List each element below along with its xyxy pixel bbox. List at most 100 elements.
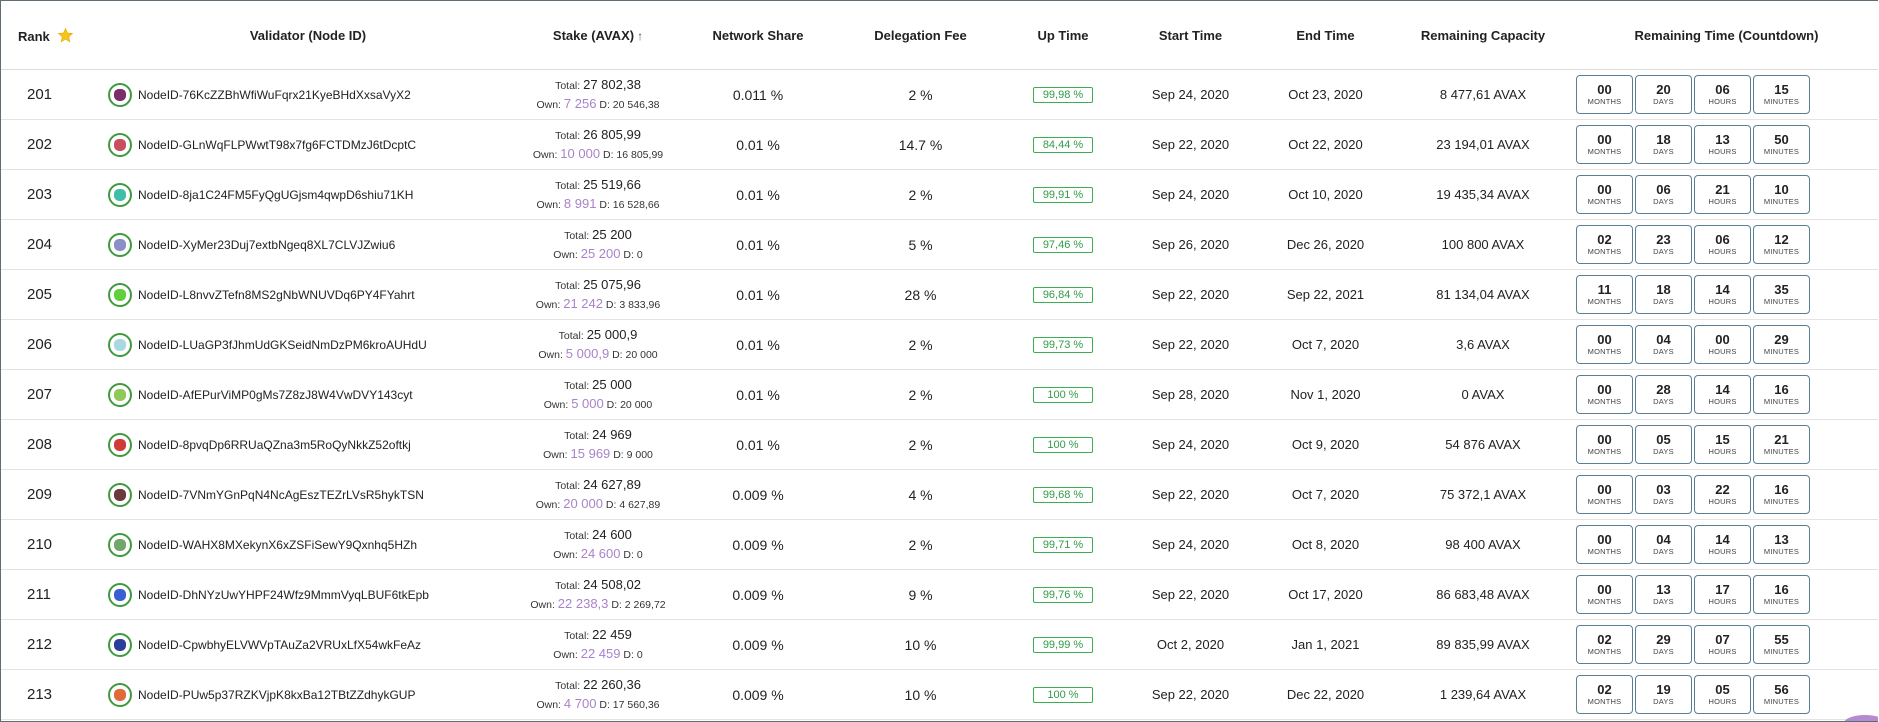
- delegated-label: D:: [612, 348, 623, 361]
- node-id-link[interactable]: NodeID-CpwbhyELVWVpTAuZa2VRUxLfX54wkFeAz: [138, 637, 421, 652]
- end-time-cell: Oct 7, 2020: [1258, 319, 1393, 370]
- start-time-cell: Sep 22, 2020: [1123, 569, 1258, 620]
- countdown-value: 00: [1597, 582, 1612, 597]
- countdown-unit-label: DAYS: [1653, 497, 1674, 506]
- countdown-value: 04: [1656, 532, 1671, 547]
- own-label: Own:: [530, 598, 555, 611]
- validator-cell[interactable]: NodeID-LUaGP3fJhmUdGKSeidNmDzPM6kroAUHdU: [98, 319, 518, 370]
- remaining-time-header[interactable]: Remaining Time (Countdown): [1573, 1, 1878, 70]
- node-id-link[interactable]: NodeID-XyMer23Duj7extbNgeq8XL7CLVJZwiu6: [138, 237, 396, 252]
- validator-avatar-icon: [108, 182, 132, 207]
- countdown-unit-label: DAYS: [1653, 647, 1674, 656]
- node-id-link[interactable]: NodeID-L8nvvZTefn8MS2gNbWNUVDq6PY4FYahrt: [138, 287, 415, 302]
- rank-header[interactable]: Rank: [1, 1, 98, 70]
- own-value: 15 969: [570, 445, 611, 461]
- validator-cell[interactable]: NodeID-8ja1C24FM5FyQgUGjsm4qwpD6shiu71KH: [98, 169, 518, 220]
- countdown-cell: 00 MONTHS 18 DAYS 13 HOURS 50 MINUTES: [1573, 119, 1878, 170]
- node-id-link[interactable]: NodeID-GLnWqFLPWwtT98x7fg6FCTDMzJ6tDcptC: [138, 137, 417, 152]
- stake-header[interactable]: Stake (AVAX) ↑: [518, 1, 678, 70]
- end-time-header[interactable]: End Time: [1258, 1, 1393, 70]
- table-row[interactable]: 202 NodeID-GLnWqFLPWwtT98x7fg6FCTDMzJ6tD…: [1, 119, 1878, 170]
- rank-cell: 205: [1, 269, 98, 320]
- start-time-header[interactable]: Start Time: [1123, 1, 1258, 70]
- validator-cell[interactable]: NodeID-AfEPurViMP0gMs7Z8zJ8W4VwDVY143cyt: [98, 369, 518, 420]
- network-share-cell: 0.009 %: [678, 669, 838, 720]
- validator-cell[interactable]: NodeID-8pvqDp6RRUaQZna3m5RoQyNkkZ52oftkj: [98, 419, 518, 470]
- up-time-header[interactable]: Up Time: [1003, 1, 1123, 70]
- validator-cell[interactable]: NodeID-CpwbhyELVWVpTAuZa2VRUxLfX54wkFeAz: [98, 619, 518, 670]
- countdown-unit-label: HOURS: [1708, 147, 1737, 156]
- validator-cell[interactable]: NodeID-DhNYzUwYHPF24Wfz9MmmVyqLBUF6tkEpb: [98, 569, 518, 620]
- table-row[interactable]: 213 NodeID-PUw5p37RZKVjpK8kxBa12TBtZZdhy…: [1, 669, 1878, 720]
- validator-cell[interactable]: NodeID-PUw5p37RZKVjpK8kxBa12TBtZZdhykGUP: [98, 669, 518, 720]
- table-row[interactable]: 210 NodeID-WAHX8MXekynX6xZSFiSewY9Qxnhq5…: [1, 519, 1878, 570]
- node-id-link[interactable]: NodeID-8ja1C24FM5FyQgUGjsm4qwpD6shiu71KH: [138, 187, 414, 202]
- node-id-link[interactable]: NodeID-7VNmYGnPqN4NcAgEszTEZrLVsR5hykTSN: [138, 487, 424, 502]
- countdown-hours: 22 HOURS: [1694, 475, 1751, 514]
- table-row[interactable]: 204 NodeID-XyMer23Duj7extbNgeq8XL7CLVJZw…: [1, 219, 1878, 270]
- start-time-cell: Sep 26, 2020: [1123, 219, 1258, 270]
- countdown-value: 15: [1774, 82, 1789, 97]
- delegation-fee-cell: 28 %: [838, 269, 1003, 320]
- table-row[interactable]: 201 NodeID-76KcZZBhWfiWuFqrx21KyeBHdXxsa…: [1, 69, 1878, 120]
- remaining-capacity-cell: 98 400 AVAX: [1393, 519, 1573, 570]
- own-label: Own:: [535, 498, 561, 511]
- countdown-value: 00: [1715, 332, 1730, 347]
- countdown-unit-label: HOURS: [1708, 647, 1737, 656]
- node-id-link[interactable]: NodeID-AfEPurViMP0gMs7Z8zJ8W4VwDVY143cyt: [138, 387, 413, 402]
- validator-cell[interactable]: NodeID-76KcZZBhWfiWuFqrx21KyeBHdXxsaVyX2: [98, 69, 518, 120]
- node-id-link[interactable]: NodeID-DhNYzUwYHPF24Wfz9MmmVyqLBUF6tkEpb: [138, 587, 429, 602]
- table-row[interactable]: 206 NodeID-LUaGP3fJhmUdGKSeidNmDzPM6kroA…: [1, 319, 1878, 370]
- countdown-cell: 00 MONTHS 05 DAYS 15 HOURS 21 MINUTES: [1573, 419, 1878, 470]
- table-row[interactable]: 207 NodeID-AfEPurViMP0gMs7Z8zJ8W4VwDVY14…: [1, 369, 1878, 420]
- stake-cell: Total: 25 000,9 Own: 5 000,9 D: 20 000: [518, 319, 678, 370]
- countdown-value: 00: [1597, 482, 1612, 497]
- countdown-hours: 06 HOURS: [1694, 75, 1751, 114]
- countdown-value: 15: [1715, 432, 1730, 447]
- node-id-link[interactable]: NodeID-76KcZZBhWfiWuFqrx21KyeBHdXxsaVyX2: [138, 87, 411, 102]
- countdown-value: 11: [1597, 282, 1612, 297]
- table-row[interactable]: 212 NodeID-CpwbhyELVWVpTAuZa2VRUxLfX54wk…: [1, 619, 1878, 670]
- delegation-fee-cell: 5 %: [838, 219, 1003, 270]
- total-value: 26 805,99: [583, 126, 641, 142]
- rank-cell: 212: [1, 619, 98, 670]
- countdown-unit-label: MINUTES: [1763, 347, 1800, 356]
- table-row[interactable]: 209 NodeID-7VNmYGnPqN4NcAgEszTEZrLVsR5hy…: [1, 469, 1878, 520]
- countdown-cell: 00 MONTHS 04 DAYS 00 HOURS 29 MINUTES: [1573, 319, 1878, 370]
- node-id-link[interactable]: NodeID-PUw5p37RZKVjpK8kxBa12TBtZZdhykGUP: [138, 687, 416, 702]
- up-time-cell: 99,99 %: [1003, 619, 1123, 670]
- validator-cell[interactable]: NodeID-7VNmYGnPqN4NcAgEszTEZrLVsR5hykTSN: [98, 469, 518, 520]
- remaining-capacity-header[interactable]: Remaining Capacity: [1393, 1, 1573, 70]
- remaining-capacity-cell: 0 AVAX: [1393, 369, 1573, 420]
- network-share-header[interactable]: Network Share: [678, 1, 838, 70]
- validator-cell[interactable]: NodeID-GLnWqFLPWwtT98x7fg6FCTDMzJ6tDcptC: [98, 119, 518, 170]
- validator-cell[interactable]: NodeID-L8nvvZTefn8MS2gNbWNUVDq6PY4FYahrt: [98, 269, 518, 320]
- scroll-corner-tab[interactable]: [1844, 715, 1878, 721]
- countdown-days: 20 DAYS: [1635, 75, 1692, 114]
- validator-header[interactable]: Validator (Node ID): [98, 1, 518, 70]
- node-id-link[interactable]: NodeID-WAHX8MXekynX6xZSFiSewY9Qxnhq5HZh: [138, 537, 417, 552]
- delegation-fee-header[interactable]: Delegation Fee: [838, 1, 1003, 70]
- node-id-link[interactable]: NodeID-LUaGP3fJhmUdGKSeidNmDzPM6kroAUHdU: [138, 337, 427, 352]
- table-row[interactable]: 208 NodeID-8pvqDp6RRUaQZna3m5RoQyNkkZ52o…: [1, 419, 1878, 470]
- validator-cell[interactable]: NodeID-XyMer23Duj7extbNgeq8XL7CLVJZwiu6: [98, 219, 518, 270]
- delegated-label: D:: [605, 298, 617, 311]
- countdown-minutes: 29 MINUTES: [1753, 325, 1810, 364]
- table-row[interactable]: 205 NodeID-L8nvvZTefn8MS2gNbWNUVDq6PY4FY…: [1, 269, 1878, 320]
- up-time-cell: 100 %: [1003, 419, 1123, 470]
- avatar-glyph: [114, 588, 126, 601]
- own-value: 22 459: [580, 645, 621, 661]
- delegation-fee-cell: 14.7 %: [838, 119, 1003, 170]
- validator-cell[interactable]: NodeID-WAHX8MXekynX6xZSFiSewY9Qxnhq5HZh: [98, 519, 518, 570]
- avatar-glyph: [114, 288, 126, 301]
- up-time-badge: 99,76 %: [1033, 587, 1093, 603]
- remaining-capacity-cell: 86 683,48 AVAX: [1393, 569, 1573, 620]
- table-row[interactable]: 211 NodeID-DhNYzUwYHPF24Wfz9MmmVyqLBUF6t…: [1, 569, 1878, 620]
- own-value: 5 000: [571, 395, 604, 411]
- node-id-link[interactable]: NodeID-8pvqDp6RRUaQZna3m5RoQyNkkZ52oftkj: [138, 437, 411, 452]
- total-label: Total:: [558, 329, 584, 342]
- remaining-capacity-cell: 75 372,1 AVAX: [1393, 469, 1573, 520]
- delegated-label: D:: [602, 148, 614, 161]
- table-row[interactable]: 203 NodeID-8ja1C24FM5FyQgUGjsm4qwpD6shiu…: [1, 169, 1878, 220]
- own-label: Own:: [553, 648, 578, 661]
